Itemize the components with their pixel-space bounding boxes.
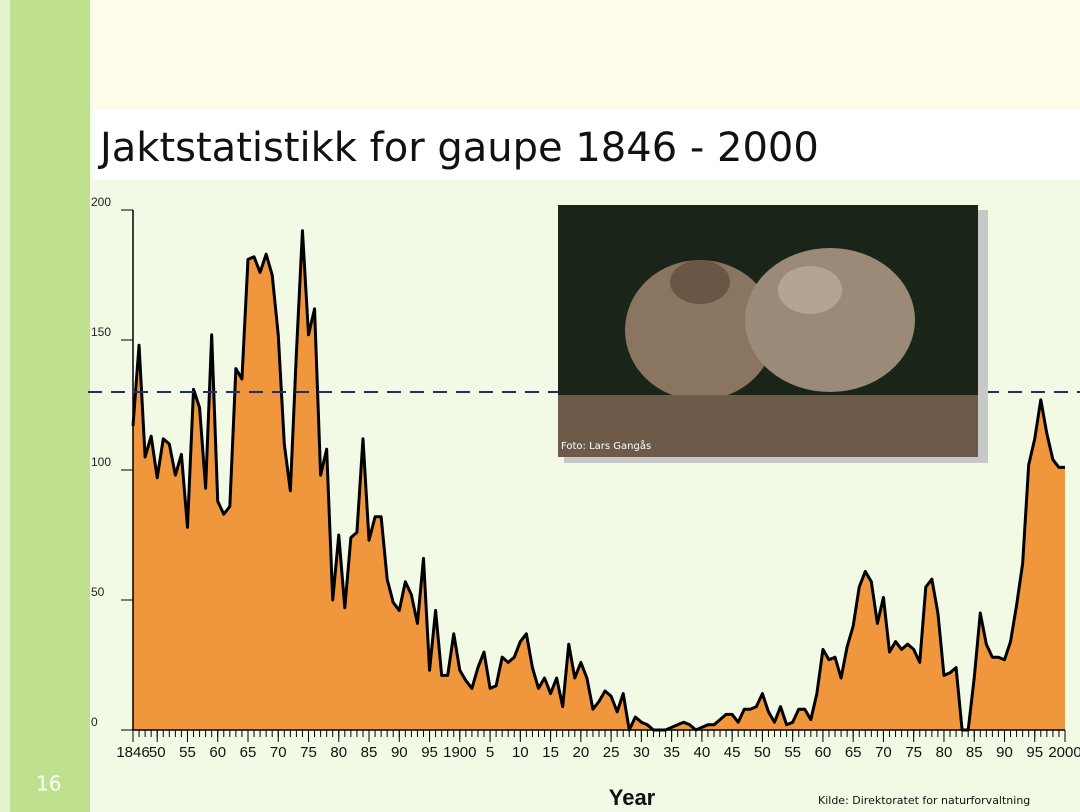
y-tick-label: 150 bbox=[91, 325, 111, 339]
x-tick-label: 55 bbox=[784, 744, 801, 761]
line bbox=[131, 229, 1065, 732]
x-tick-label: 70 bbox=[875, 744, 892, 761]
x-tick-label: 40 bbox=[694, 744, 711, 761]
x-tick-label: 90 bbox=[996, 744, 1013, 761]
ground bbox=[558, 395, 978, 457]
x-tick-label: 30 bbox=[633, 744, 650, 761]
x-tick-label: 70 bbox=[270, 744, 287, 761]
x-tick-label: 85 bbox=[966, 744, 983, 761]
slide-number: 16 bbox=[36, 772, 61, 796]
x-tick-label: 75 bbox=[905, 744, 922, 761]
photo: Foto: Lars Gangås bbox=[558, 205, 988, 463]
x-tick-label: 35 bbox=[663, 744, 680, 761]
x-tick-label: 85 bbox=[361, 744, 378, 761]
source-note: Kilde: Direktoratet for naturforvaltning bbox=[818, 794, 1030, 807]
x-tick-label: 15 bbox=[542, 744, 559, 761]
x-tick-label: 20 bbox=[573, 744, 590, 761]
x-tick-label: 1846 bbox=[116, 744, 149, 761]
x-axis-label: Year bbox=[609, 785, 656, 810]
x-tick-label: 80 bbox=[936, 744, 953, 761]
x-tick-label: 50 bbox=[754, 744, 771, 761]
x-tick-label: 60 bbox=[209, 744, 226, 761]
lynx-head bbox=[670, 260, 730, 304]
x-tick-label: 2000 bbox=[1048, 744, 1080, 761]
x-tick-label: 95 bbox=[421, 744, 438, 761]
x-tick-label: 45 bbox=[724, 744, 741, 761]
x-tick-label: 80 bbox=[330, 744, 347, 761]
y-tick-label: 50 bbox=[91, 585, 105, 599]
x-tick-label: 60 bbox=[815, 744, 832, 761]
x-tick-label: 90 bbox=[391, 744, 408, 761]
x-tick-label: 10 bbox=[512, 744, 529, 761]
photo-credit: Foto: Lars Gangås bbox=[561, 439, 651, 452]
x-tick-label: 65 bbox=[845, 744, 862, 761]
lynx-cub bbox=[745, 248, 915, 392]
x-tick-label: 5 bbox=[486, 744, 494, 761]
x-tick-label: 55 bbox=[179, 744, 196, 761]
x-tick-label: 50 bbox=[149, 744, 166, 761]
y-tick-label: 200 bbox=[91, 195, 111, 209]
left-edge bbox=[0, 0, 10, 812]
x-tick-label: 95 bbox=[1026, 744, 1043, 761]
lynx-head bbox=[778, 266, 842, 314]
chart-title: Jaktstatistikk for gaupe 1846 - 2000 bbox=[97, 125, 819, 171]
y-tick-label: 100 bbox=[91, 455, 111, 469]
side-bar bbox=[10, 0, 90, 812]
area bbox=[133, 230, 1065, 731]
header-band bbox=[92, 0, 1080, 110]
x-tick-label: 75 bbox=[300, 744, 317, 761]
y-tick-label: 0 bbox=[91, 715, 98, 729]
x-tick-label: 1900 bbox=[443, 744, 476, 761]
x-tick-label: 65 bbox=[240, 744, 257, 761]
x-tick-label: 25 bbox=[603, 744, 620, 761]
title-band bbox=[92, 110, 1080, 180]
lynx-cub bbox=[625, 260, 775, 400]
